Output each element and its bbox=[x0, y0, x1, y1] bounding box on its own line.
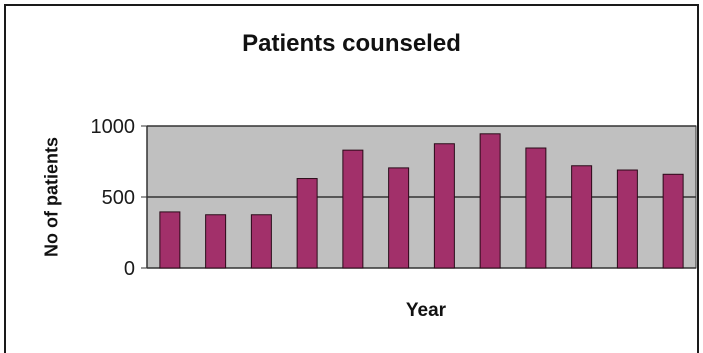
y-axis: 0 500 1000 bbox=[91, 116, 148, 280]
bars bbox=[159, 133, 684, 269]
bar bbox=[433, 143, 455, 269]
bar bbox=[388, 167, 410, 269]
bar bbox=[662, 173, 684, 269]
bar bbox=[159, 211, 181, 269]
bar bbox=[250, 214, 272, 269]
gridlines bbox=[147, 125, 696, 269]
bar bbox=[296, 178, 318, 269]
y-tick-label: 1000 bbox=[91, 116, 136, 138]
bar bbox=[525, 147, 547, 269]
y-tick-label: 500 bbox=[102, 187, 135, 209]
bar bbox=[479, 133, 501, 269]
bar bbox=[342, 149, 364, 269]
bar bbox=[616, 169, 638, 269]
chart-title: Patients counseled bbox=[242, 30, 461, 57]
x-axis-title: Year bbox=[405, 300, 447, 321]
bar bbox=[205, 214, 227, 269]
y-tick-label: 0 bbox=[124, 258, 135, 280]
bar bbox=[571, 165, 593, 269]
